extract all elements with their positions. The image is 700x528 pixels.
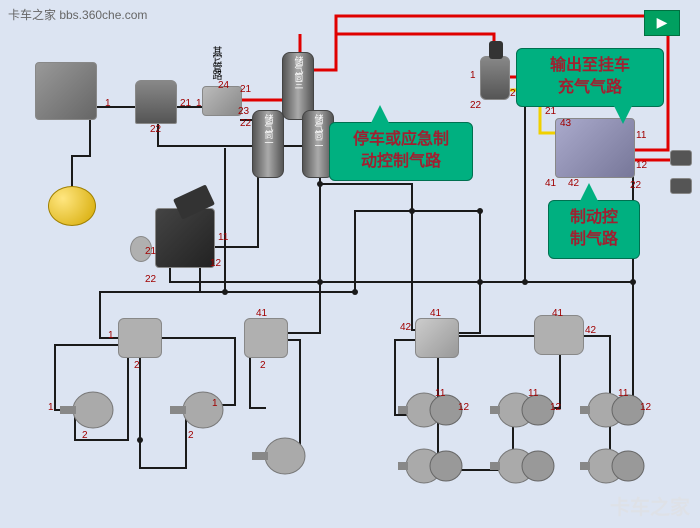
relay-valve-3 [415,318,459,358]
tank-2-label: 储气筒二 [314,114,323,146]
tank-1: 储气筒一 [252,110,284,178]
tank-1-label: 储气筒一 [264,114,273,146]
port-11d: 11 [528,388,538,399]
port-41d: 41 [552,308,563,319]
port-1d: 1 [108,330,114,341]
next-button[interactable]: ▶ [644,10,680,36]
port-21c: 21 [145,246,156,257]
reservoir-yellow [48,186,96,226]
relay-valve-2 [244,318,288,358]
coupling-head-2 [670,178,692,194]
brake-chamber-ml [250,434,310,479]
play-icon: ▶ [657,15,668,32]
port-12a: 12 [210,258,221,269]
port-2b: 2 [260,360,266,371]
port-21e: 21 [545,106,556,117]
coupling-head-1 [670,150,692,166]
watermark-bottom: 卡车之家 [610,491,690,520]
port-2a: 2 [134,360,140,371]
port-41c: 41 [430,308,441,319]
port-11b: 11 [636,130,646,141]
air-dryer [135,80,177,124]
port-12c: 12 [458,402,469,413]
port-41a: 41 [545,178,556,189]
port-22a: 22 [150,124,161,135]
port-2c: 2 [82,430,88,441]
port-1e: 1 [48,402,54,413]
hand-brake-valve [480,56,510,100]
port-43: 43 [560,118,571,129]
other-lines-label: 其它管路 [210,46,220,78]
port-24: 24 [218,80,229,91]
port-1f: 1 [212,398,218,409]
port-21a: 21 [180,98,191,109]
port-11c: 11 [435,388,445,399]
tank-3-label: 储气筒三 [294,56,303,88]
port-12d: 12 [550,402,561,413]
callout-trailer-out: 输出至挂车充气气路 [516,48,664,107]
watermark-top: 卡车之家 bbs.360che.com [8,6,147,23]
quick-release-valve [534,315,584,355]
port-2d: 2 [188,430,194,441]
port-12e: 12 [640,402,651,413]
compressor [35,62,97,120]
spring-brake-6 [580,444,650,489]
port-42c: 42 [585,325,596,336]
callout-parking: 停车或应急制动控制气路 [329,122,473,181]
port-11a: 11 [218,232,228,243]
port-22e: 22 [630,180,641,191]
port-1a: 1 [105,98,111,109]
port-1c: 1 [470,70,476,81]
port-22d: 22 [470,100,481,111]
port-12b: 12 [636,160,647,171]
port-21b: 21 [240,84,251,95]
port-1b: 1 [196,98,202,109]
port-41b: 41 [256,308,267,319]
foot-brake-valve [155,208,215,268]
brake-chamber-fr [168,388,228,433]
callout-parking-text: 停车或应急制动控制气路 [353,131,449,170]
brake-chamber-fl [58,388,118,433]
port-23: 23 [238,106,249,117]
spring-brake-2 [398,444,468,489]
callout-brake-text: 制动控制气路 [570,209,618,248]
port-22b: 22 [240,118,251,129]
port-42a: 42 [568,178,579,189]
port-22c: 22 [145,274,156,285]
relay-valve-1 [118,318,162,358]
callout-trailer-text: 输出至挂车充气气路 [550,57,630,96]
callout-brake-ctrl: 制动控制气路 [548,200,640,259]
spring-brake-4 [490,444,560,489]
port-42b: 42 [400,322,411,333]
port-11e: 11 [618,388,628,399]
